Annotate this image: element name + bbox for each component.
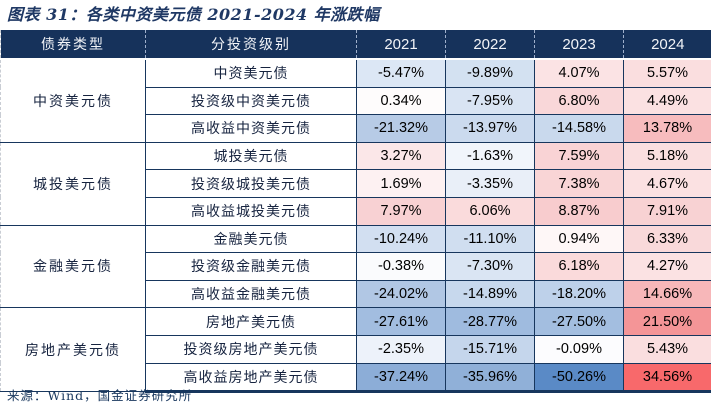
value-cell: 7.91% <box>623 196 711 226</box>
row-label: 高收益房地产美元债 <box>145 362 357 394</box>
value-cell: -11.10% <box>445 224 535 254</box>
value-cell: -7.95% <box>445 86 535 116</box>
row-label: 城投美元债 <box>145 141 357 171</box>
table-row: 高收益房地产美元债 -37.24% -35.96% -50.26% 34.56% <box>1 362 711 394</box>
source-note: 来源：Wind，国金证券研究所 <box>7 388 193 403</box>
value-cell: -5.47% <box>356 58 446 88</box>
value-cell: 6.33% <box>623 224 711 254</box>
row-label: 高收益金融美元债 <box>145 279 357 309</box>
value-cell: 5.57% <box>623 58 711 88</box>
table-row: 高收益城投美元债 7.97% 6.06% 8.87% 7.91% <box>1 196 711 226</box>
value-cell: -10.24% <box>356 224 446 254</box>
value-cell: 4.67% <box>623 169 711 198</box>
row-label: 投资级中资美元债 <box>145 86 357 116</box>
value-cell: -1.63% <box>445 141 535 171</box>
value-cell: 8.87% <box>534 196 624 226</box>
value-cell: -21.32% <box>356 114 446 143</box>
row-label: 高收益城投美元债 <box>145 196 357 226</box>
value-cell: 1.69% <box>356 169 446 198</box>
value-cell: -24.02% <box>356 279 446 309</box>
table-row: 投资级中资美元债 0.34% -7.95% 6.80% 4.49% <box>1 86 711 116</box>
value-cell: -13.97% <box>445 114 535 143</box>
value-cell: -27.61% <box>356 307 446 336</box>
value-cell: 0.34% <box>356 86 446 116</box>
group-label: 房地产美元债 <box>0 307 146 393</box>
row-label: 金融美元债 <box>145 224 357 254</box>
value-cell: 6.80% <box>534 86 624 116</box>
value-cell: -9.89% <box>445 58 535 88</box>
row-label: 投资级城投美元债 <box>145 169 357 198</box>
value-cell: 4.07% <box>534 58 624 88</box>
value-cell: -7.30% <box>445 252 535 281</box>
table-header-row: 债券类型 分投资级别 2021 2022 2023 2024 <box>0 30 711 60</box>
value-cell: 5.18% <box>623 141 711 171</box>
row-label: 房地产美元债 <box>145 307 357 336</box>
value-cell: -15.71% <box>445 334 535 364</box>
value-cell: -37.24% <box>356 362 446 394</box>
value-cell: -0.38% <box>356 252 446 281</box>
row-label: 中资美元债 <box>145 58 357 88</box>
value-cell: 13.78% <box>623 114 711 143</box>
column-header-2022: 2022 <box>445 30 535 60</box>
value-cell: 21.50% <box>623 307 711 336</box>
value-cell: 14.66% <box>623 279 711 309</box>
group-label: 金融美元债 <box>0 224 146 309</box>
value-cell: -27.50% <box>534 307 624 336</box>
table-row: 投资级金融美元债 -0.38% -7.30% 6.18% 4.27% <box>1 252 711 281</box>
bond-returns-table: 债券类型 分投资级别 2021 2022 2023 2024 中资美元债 中资美元… <box>0 30 711 394</box>
table-row: 高收益金融美元债 -24.02% -14.89% -18.20% 14.66% <box>1 279 711 309</box>
value-cell: -28.77% <box>445 307 535 336</box>
value-cell: 7.97% <box>356 196 446 226</box>
value-cell: -35.96% <box>445 362 535 394</box>
value-cell: -3.35% <box>445 169 535 198</box>
table-row: 城投美元债 城投美元债 3.27% -1.63% 7.59% 5.18% <box>0 141 711 226</box>
value-cell: 4.27% <box>623 252 711 281</box>
value-cell: -0.09% <box>534 334 624 364</box>
table-row: 房地产美元债 房地产美元债 -27.61% -28.77% -27.50% 21.50% <box>0 307 711 393</box>
value-cell: 34.56% <box>623 362 711 394</box>
column-header-grade: 分投资级别 <box>145 30 357 60</box>
value-cell: -14.58% <box>534 114 624 143</box>
table-body: 中资美元债 中资美元债 -5.47% -9.89% 4.07% 5.57% 投资级中资美元债… <box>0 58 711 394</box>
table-row: 投资级房地产美元债 -2.35% -15.71% -0.09% 5.43% <box>1 334 711 364</box>
value-cell: -2.35% <box>356 334 446 364</box>
value-cell: 7.59% <box>534 141 624 171</box>
table-row: 金融美元债 金融美元债 -10.24% -11.10% 0.94% 6.33% <box>0 224 711 309</box>
column-header-2023: 2023 <box>534 30 624 60</box>
row-label: 高收益中资美元债 <box>145 114 357 143</box>
value-cell: -18.20% <box>534 279 624 309</box>
table-row: 投资级城投美元债 1.69% -3.35% 7.38% 4.67% <box>1 169 711 198</box>
table-row: 高收益中资美元债 -21.32% -13.97% -14.58% 13.78% <box>1 114 711 143</box>
figure-title: 图表 31：各类中资美元债 2021-2024 年涨跌幅 <box>7 5 380 24</box>
value-cell: -14.89% <box>445 279 535 309</box>
value-cell: 0.94% <box>534 224 624 254</box>
value-cell: 3.27% <box>356 141 446 171</box>
column-header-bond-type: 债券类型 <box>0 30 146 60</box>
value-cell: 4.49% <box>623 86 711 116</box>
value-cell: 6.06% <box>445 196 535 226</box>
group-label: 城投美元债 <box>0 141 146 226</box>
value-cell: 7.38% <box>534 169 624 198</box>
table-row: 中资美元债 中资美元债 -5.47% -9.89% 4.07% 5.57% <box>0 58 711 143</box>
value-cell: -50.26% <box>534 362 624 394</box>
group-label: 中资美元债 <box>0 58 146 143</box>
column-header-2021: 2021 <box>356 30 446 60</box>
row-label: 投资级金融美元债 <box>145 252 357 281</box>
value-cell: 5.43% <box>623 334 711 364</box>
value-cell: 6.18% <box>534 252 624 281</box>
row-label: 投资级房地产美元债 <box>145 334 357 364</box>
column-header-2024: 2024 <box>623 30 711 60</box>
